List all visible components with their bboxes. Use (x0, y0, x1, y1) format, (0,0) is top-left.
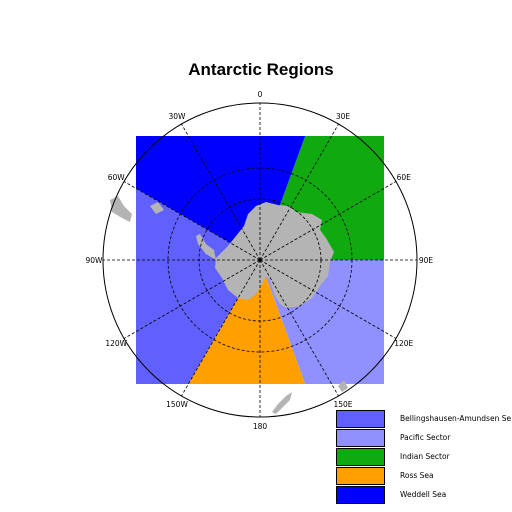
legend-item: Weddell Sea (336, 486, 512, 505)
new-zealand (272, 392, 292, 414)
legend-swatch (336, 448, 385, 466)
longitude-label: 30W (169, 112, 187, 121)
legend-item: Bellingshausen-Amundsen Se (336, 410, 512, 429)
longitude-label: 180 (253, 422, 268, 431)
legend-swatch (336, 429, 385, 447)
longitude-label: 150W (166, 400, 188, 409)
legend-swatch (336, 410, 385, 428)
legend-label: Pacific Sector (400, 433, 450, 442)
legend-swatch (336, 467, 385, 485)
longitude-label: 0 (258, 90, 263, 99)
page-title: Antarctic Regions (0, 60, 512, 80)
legend-item: Indian Sector (336, 448, 512, 467)
legend-label: Ross Sea (400, 471, 434, 480)
longitude-label: 120W (105, 339, 127, 348)
legend-label: Weddell Sea (400, 490, 446, 499)
longitude-label: 90E (419, 256, 434, 265)
longitude-label: 60E (397, 173, 412, 182)
legend-item: Ross Sea (336, 467, 512, 486)
longitude-label: 150E (333, 400, 352, 409)
legend-label: Bellingshausen-Amundsen Se (400, 414, 511, 423)
longitude-label: 60W (108, 173, 126, 182)
legend-label: Indian Sector (400, 452, 450, 461)
longitude-label: 120E (394, 339, 413, 348)
legend-swatch (336, 486, 385, 504)
south-america-tip (110, 196, 132, 222)
legend-item: Pacific Sector (336, 429, 512, 448)
legend: Bellingshausen-Amundsen Se Pacific Sector… (336, 410, 512, 508)
longitude-label: 30E (336, 112, 351, 121)
longitude-label: 90W (86, 256, 104, 265)
